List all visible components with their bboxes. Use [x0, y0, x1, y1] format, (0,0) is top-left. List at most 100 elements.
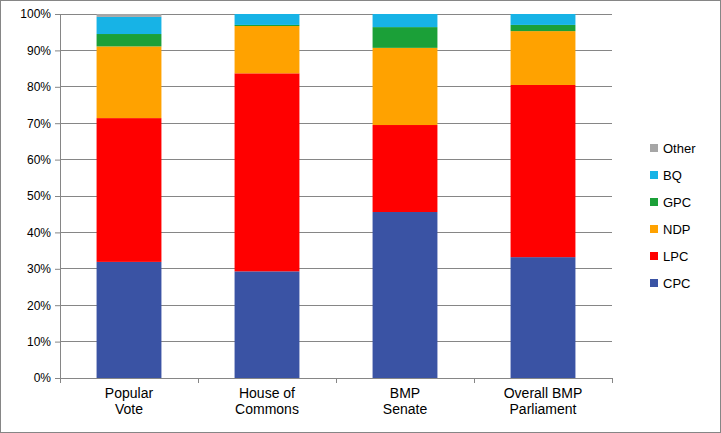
series	[97, 14, 162, 17]
category-label: BMPSenate	[383, 385, 428, 417]
tick-mark	[55, 378, 60, 379]
tick: 90%	[27, 44, 60, 58]
tick-label: 40%	[27, 226, 51, 240]
tick-mark	[55, 269, 60, 270]
bar	[97, 46, 162, 118]
bars	[97, 14, 576, 378]
bar	[235, 14, 300, 15]
tick-label: 20%	[27, 299, 51, 313]
tick: 100%	[20, 7, 60, 21]
series	[97, 14, 576, 34]
series	[97, 25, 576, 48]
tick-mark	[55, 50, 60, 51]
tick-mark	[198, 378, 199, 383]
bar	[511, 85, 576, 257]
tick: 30%	[27, 262, 60, 276]
legend-label: Other	[663, 141, 696, 156]
legend-label: NDP	[663, 222, 690, 237]
tick: 70%	[27, 117, 60, 131]
bar	[97, 262, 162, 378]
plot: 0% 10% 20% 30% 40% 50% 60% 70% 80% 90% 100% Popular…	[20, 7, 612, 417]
tick-mark	[612, 378, 613, 383]
legend-swatch	[650, 171, 658, 179]
tick-label: 30%	[27, 262, 51, 276]
chart: 0% 10% 20% 30% 40% 50% 60% 70% 80% 90% 100% Popular…	[0, 0, 721, 433]
tick-mark	[55, 123, 60, 124]
bar	[373, 125, 438, 212]
bar	[235, 271, 300, 378]
legend-item: LPC	[650, 249, 688, 264]
tick: 40%	[27, 226, 60, 240]
bar	[511, 14, 576, 15]
chart-frame	[1, 1, 721, 433]
grid	[60, 14, 612, 378]
tick: 0%	[34, 371, 60, 385]
tick-mark	[60, 378, 61, 383]
legend-item: BQ	[650, 168, 682, 183]
tick: 10%	[27, 335, 60, 349]
legend-swatch	[650, 279, 658, 287]
series	[97, 212, 576, 378]
tick-label: 0%	[34, 371, 52, 385]
bar	[373, 14, 438, 15]
tick-label: 60%	[27, 153, 51, 167]
tick-mark	[55, 160, 60, 161]
legend-item: GPC	[650, 195, 691, 210]
tick-label: 90%	[27, 44, 51, 58]
tick-mark	[55, 14, 60, 15]
bar	[511, 257, 576, 378]
tick-mark	[474, 378, 475, 383]
bar	[373, 48, 438, 125]
tick: 20%	[27, 299, 60, 313]
tick-label: 10%	[27, 335, 51, 349]
category-label: House ofCommons	[235, 385, 299, 417]
bar	[97, 34, 162, 46]
legend: Other BQ GPC NDP LPC CPC	[650, 141, 696, 291]
bar	[235, 73, 300, 271]
tick: 60%	[27, 153, 60, 167]
axis-line	[61, 379, 613, 384]
tick-label: 80%	[27, 80, 51, 94]
bar	[511, 31, 576, 85]
category-label: PopularVote	[105, 385, 154, 417]
tick-label: 50%	[27, 189, 51, 203]
tick: 50%	[27, 189, 60, 203]
axis-line	[55, 15, 61, 379]
bar	[235, 26, 300, 73]
legend-swatch	[650, 225, 658, 233]
bar	[373, 212, 438, 378]
series	[97, 73, 576, 271]
bar	[511, 14, 576, 25]
tick-mark	[55, 87, 60, 88]
y-axis: 0% 10% 20% 30% 40% 50% 60% 70% 80% 90% 100%	[20, 7, 60, 385]
legend-label: LPC	[663, 249, 688, 264]
bar	[373, 27, 438, 48]
series	[97, 26, 576, 125]
tick: 80%	[27, 80, 60, 94]
tick-label: 100%	[20, 7, 51, 21]
legend-swatch	[650, 198, 658, 206]
tick-mark	[336, 378, 337, 383]
bar	[97, 14, 162, 17]
x-axis: PopularVote House ofCommons BMPSenate Overa…	[60, 378, 613, 417]
legend-item: Other	[650, 141, 696, 156]
category-label: Overall BMPParliament	[504, 385, 583, 417]
tick-mark	[55, 232, 60, 233]
legend-swatch	[650, 144, 658, 152]
tick-mark	[55, 196, 60, 197]
bar	[97, 118, 162, 262]
tick-mark	[55, 342, 60, 343]
bar	[97, 17, 162, 34]
legend-item: NDP	[650, 222, 690, 237]
bar	[235, 25, 300, 26]
legend-label: GPC	[663, 195, 691, 210]
bar	[511, 25, 576, 31]
legend-item: CPC	[650, 276, 690, 291]
legend-label: BQ	[663, 168, 682, 183]
legend-swatch	[650, 252, 658, 260]
tick-mark	[55, 305, 60, 306]
legend-label: CPC	[663, 276, 690, 291]
bar	[235, 14, 300, 25]
tick-label: 70%	[27, 117, 51, 131]
bar	[373, 14, 438, 27]
